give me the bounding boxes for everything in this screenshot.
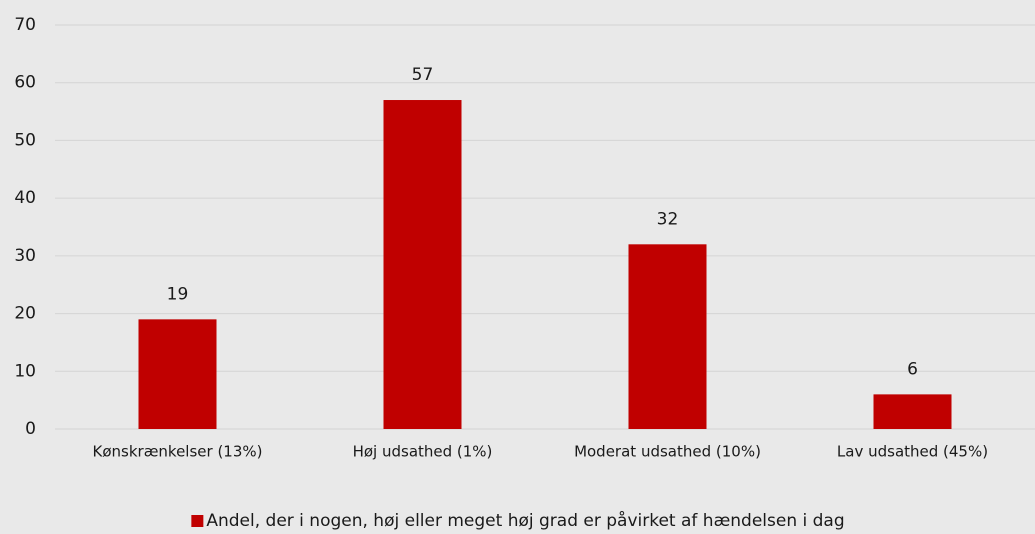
data-label: 32 <box>657 209 679 229</box>
y-tick-label: 60 <box>14 73 36 93</box>
y-tick-label: 30 <box>14 246 36 266</box>
y-tick-label: 50 <box>14 130 36 150</box>
x-tick-label: Lav udsathed (45%) <box>837 443 988 461</box>
y-tick-label: 20 <box>14 304 36 324</box>
data-label: 6 <box>907 359 918 379</box>
x-tick-label: Kønskrænkelser (13%) <box>93 443 263 461</box>
legend-swatch <box>191 515 204 527</box>
y-tick-label: 10 <box>14 361 36 381</box>
x-tick-label: Moderat udsathed (10%) <box>574 443 761 461</box>
bar <box>628 244 707 429</box>
y-tick-label: 40 <box>14 188 36 208</box>
x-tick-label: Høj udsathed (1%) <box>353 443 493 461</box>
y-tick-label: 70 <box>14 15 36 35</box>
bar <box>138 319 217 429</box>
y-tick-label: 0 <box>25 419 36 439</box>
legend-label: Andel, der i nogen, høj eller meget høj … <box>206 510 844 531</box>
data-label: 19 <box>167 284 189 304</box>
data-label: 57 <box>412 65 434 85</box>
bar <box>383 100 462 430</box>
bar <box>873 394 952 429</box>
